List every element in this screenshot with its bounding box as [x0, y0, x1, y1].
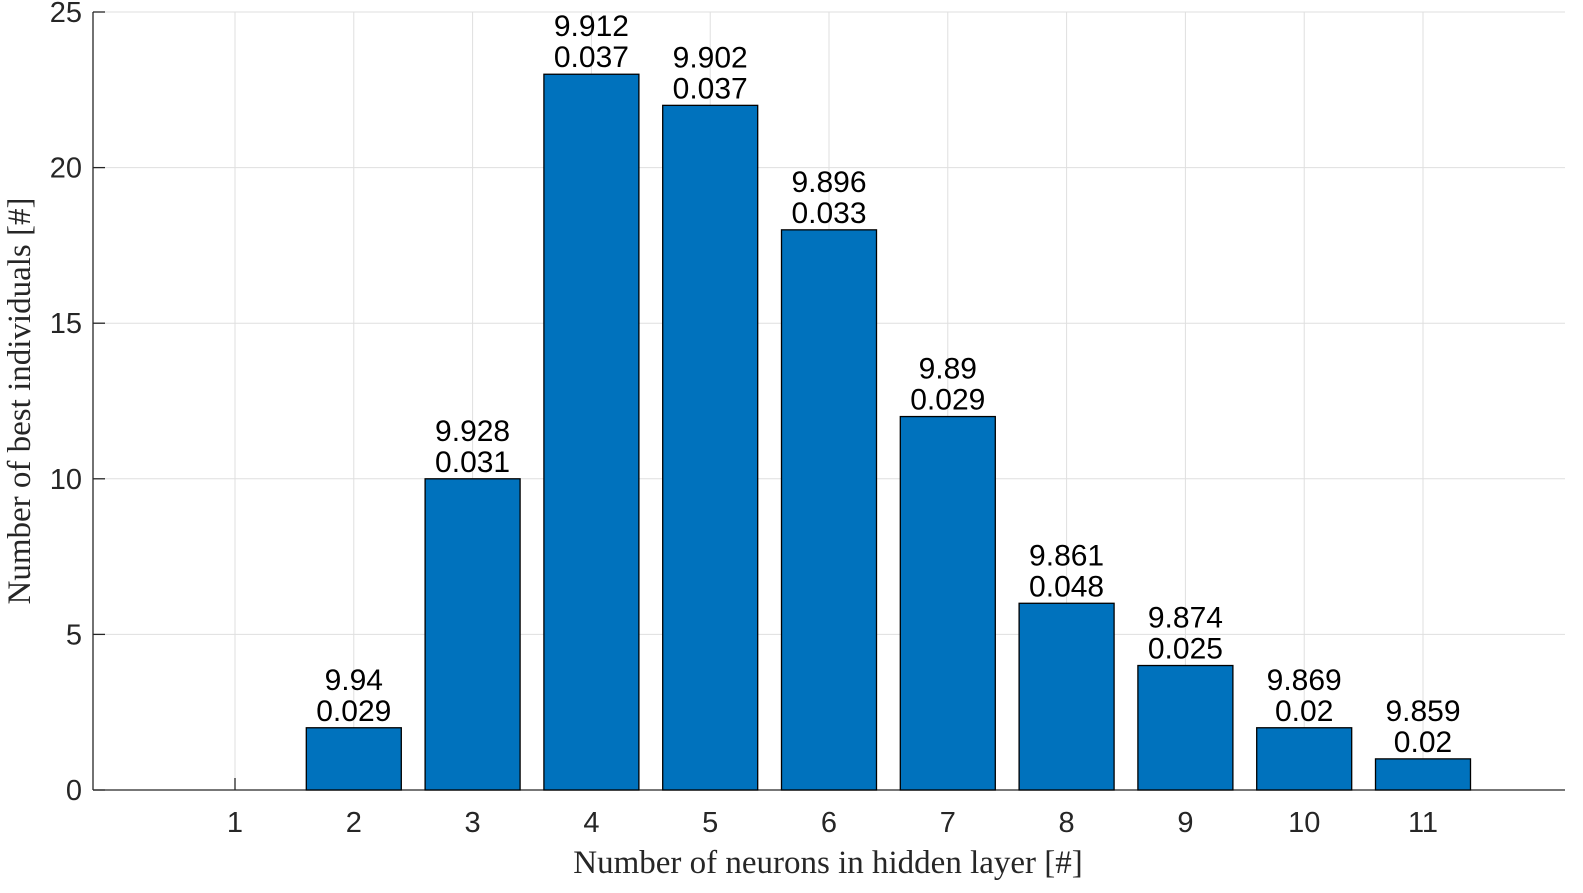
data-label-line2: 0.02 — [1275, 695, 1333, 728]
bars — [305, 73, 1472, 791]
data-label-line1: 9.94 — [325, 664, 383, 697]
y-tick-label: 20 — [50, 153, 82, 185]
y-tick-label: 15 — [50, 308, 82, 340]
data-label-line1: 9.874 — [1148, 602, 1223, 635]
data-label-line2: 0.029 — [910, 384, 985, 417]
bar-7 — [899, 415, 996, 791]
x-tick-label: 9 — [1177, 807, 1193, 839]
data-label-line2: 0.037 — [673, 72, 748, 105]
data-label-line2: 0.033 — [791, 197, 866, 230]
x-tick-label: 4 — [583, 807, 599, 839]
bar-9 — [1137, 664, 1234, 791]
data-label-line1: 9.912 — [554, 10, 629, 43]
x-tick-label: 8 — [1059, 807, 1075, 839]
data-label-line2: 0.025 — [1148, 633, 1223, 666]
x-tick-label: 3 — [465, 807, 481, 839]
y-axis-title: Number of best individuals [#] — [2, 198, 38, 605]
bar-11 — [1374, 758, 1472, 791]
y-tick-label: 5 — [66, 619, 82, 651]
x-tick-label: 2 — [346, 807, 362, 839]
data-label-line1: 9.859 — [1385, 695, 1460, 728]
bar-6 — [780, 229, 878, 791]
y-tick-label: 0 — [66, 775, 82, 807]
x-tick-label: 1 — [227, 807, 243, 839]
bar-3 — [424, 478, 521, 791]
x-tick-label: 5 — [702, 807, 718, 839]
x-axis-title: Number of neurons in hidden layer [#] — [573, 845, 1083, 881]
x-tick-label: 7 — [940, 807, 956, 839]
data-label-line2: 0.048 — [1029, 570, 1104, 603]
x-tick-label: 6 — [821, 807, 837, 839]
data-label-line2: 0.031 — [435, 446, 510, 479]
data-label-line1: 9.89 — [919, 353, 977, 386]
data-label-line1: 9.869 — [1267, 664, 1342, 697]
bar-2 — [305, 727, 402, 791]
data-label-line2: 0.037 — [554, 41, 629, 74]
tick-labels: 0 5 10 15 20 25 1 2 3 4 5 6 7 8 9 10 11 — [50, 0, 1438, 839]
x-tick-label: 10 — [1288, 807, 1320, 839]
data-label-line2: 0.029 — [316, 695, 391, 728]
y-tick-label: 25 — [50, 0, 82, 29]
bar-5 — [662, 104, 759, 791]
data-label-line1: 9.896 — [791, 166, 866, 199]
bar-10 — [1256, 727, 1353, 791]
x-tick-label: 11 — [1408, 807, 1438, 839]
bar-4 — [543, 73, 640, 791]
data-label-line1: 9.928 — [435, 415, 510, 448]
data-label-line1: 9.902 — [673, 41, 748, 74]
data-label-line1: 9.861 — [1029, 539, 1104, 572]
bar-8 — [1018, 602, 1115, 791]
y-tick-label: 10 — [50, 464, 82, 496]
data-label-line2: 0.02 — [1394, 726, 1452, 759]
